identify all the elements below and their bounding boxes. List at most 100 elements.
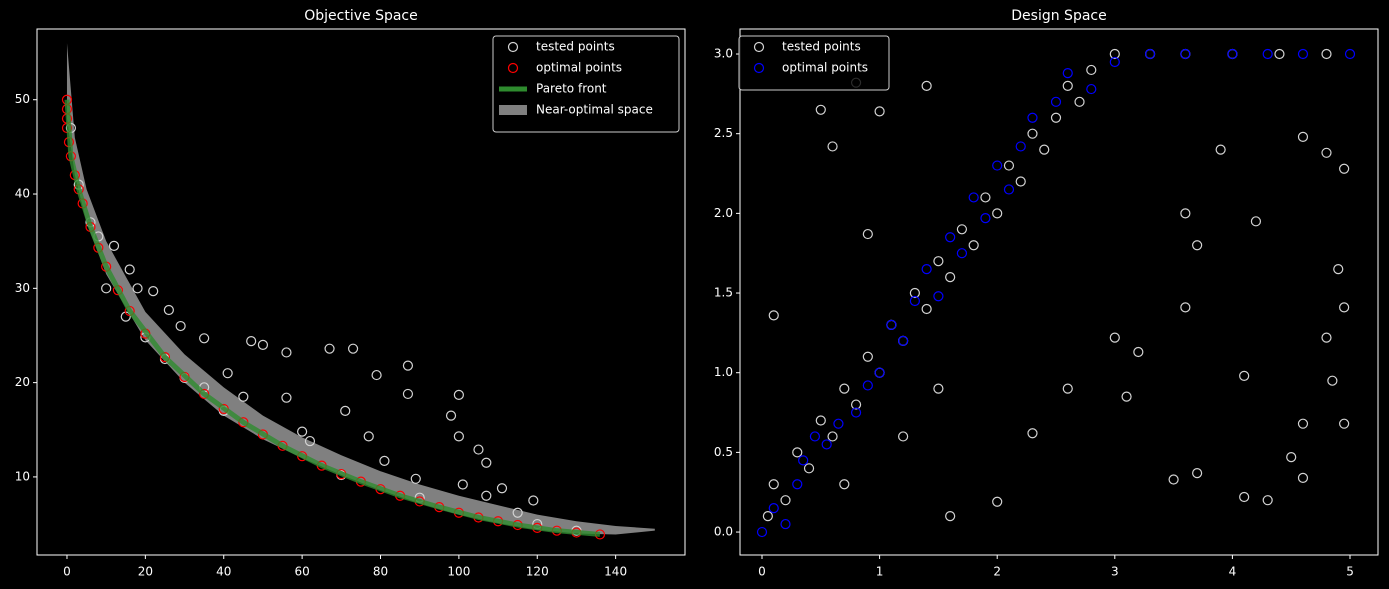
- point: [780, 495, 791, 506]
- legend-marker: [507, 41, 519, 53]
- point: [1339, 163, 1350, 174]
- point: [238, 391, 249, 402]
- y-tick-label: 30: [15, 281, 30, 295]
- y-tick-label: 2.0: [714, 206, 733, 220]
- point: [163, 304, 174, 316]
- point: [481, 457, 492, 468]
- point: [1109, 332, 1120, 343]
- point: [304, 435, 316, 447]
- legend-marker: [507, 62, 519, 74]
- point: [1062, 80, 1073, 91]
- point: [980, 213, 991, 224]
- point: [1109, 56, 1120, 68]
- point: [1344, 48, 1356, 60]
- legend: tested points optimal points Pareto front N…: [492, 35, 680, 133]
- point: [1227, 48, 1238, 60]
- point: [124, 264, 135, 275]
- point: [945, 232, 956, 243]
- y-tick-label: 1.5: [714, 286, 733, 300]
- y-tick-label: 1.0: [714, 365, 733, 379]
- legend-box: [492, 35, 680, 133]
- point: [1286, 452, 1297, 463]
- point: [1297, 418, 1309, 429]
- point: [780, 518, 791, 530]
- point: [956, 224, 968, 235]
- axes-frame: [739, 28, 1379, 556]
- point: [1239, 370, 1250, 381]
- point: [347, 343, 359, 354]
- point: [850, 399, 862, 410]
- x-tick-label: 0: [758, 565, 766, 579]
- point: [199, 388, 210, 400]
- y-tick-label: 0.0: [714, 525, 733, 539]
- point: [1050, 96, 1062, 107]
- legend-label: tested points: [536, 40, 615, 54]
- point: [297, 426, 308, 437]
- point: [402, 360, 414, 371]
- point: [1239, 491, 1250, 503]
- chart-title: Objective Space: [304, 8, 418, 24]
- point: [909, 287, 920, 299]
- point: [1027, 428, 1038, 439]
- point: [898, 335, 909, 346]
- point: [108, 240, 120, 251]
- x-tick-label: 4: [1229, 565, 1237, 579]
- point: [199, 333, 210, 344]
- point: [1086, 83, 1097, 95]
- plot-area: [756, 48, 1356, 538]
- point: [921, 80, 932, 91]
- point: [968, 240, 979, 251]
- point: [815, 104, 826, 115]
- point: [921, 303, 932, 315]
- point: [175, 320, 186, 332]
- point: [1297, 48, 1309, 60]
- point: [862, 380, 873, 391]
- point: [792, 447, 803, 458]
- point: [1321, 147, 1332, 158]
- point: [1192, 240, 1203, 251]
- point: [756, 526, 768, 538]
- point: [1074, 96, 1085, 107]
- point: [827, 141, 838, 152]
- point: [1262, 48, 1273, 60]
- legend-box: [738, 35, 890, 91]
- point: [862, 228, 873, 240]
- point: [886, 319, 897, 331]
- point: [481, 490, 492, 501]
- point: [371, 369, 382, 381]
- point: [839, 383, 850, 394]
- point: [453, 389, 464, 400]
- point: [1027, 128, 1038, 139]
- point: [839, 479, 850, 490]
- legend-marker: [753, 62, 765, 74]
- x-tick-label: 100: [447, 565, 470, 579]
- point: [1121, 391, 1132, 402]
- axes-frame: [36, 28, 686, 556]
- point: [1180, 208, 1191, 219]
- point: [324, 343, 335, 354]
- point: [850, 407, 862, 418]
- point: [921, 264, 932, 275]
- point: [281, 392, 292, 403]
- point: [833, 418, 844, 429]
- legend-label: optimal points: [782, 61, 868, 75]
- point: [1062, 383, 1073, 394]
- pareto-line: [64, 99, 601, 537]
- point: [528, 495, 539, 506]
- chart-title: Design Space: [1011, 8, 1106, 24]
- point: [945, 272, 956, 283]
- point: [968, 192, 979, 203]
- point: [792, 479, 803, 490]
- point: [453, 431, 464, 442]
- plot-area: [61, 43, 655, 540]
- legend-label: Near-optimal space: [536, 103, 653, 117]
- x-tick-label: 80: [373, 565, 388, 579]
- legend-marker: [753, 41, 765, 53]
- point: [257, 339, 269, 351]
- x-tick-label: 3: [1111, 565, 1119, 579]
- y-tick-label: 40: [15, 187, 30, 201]
- y-tick-label: 0.5: [714, 445, 733, 459]
